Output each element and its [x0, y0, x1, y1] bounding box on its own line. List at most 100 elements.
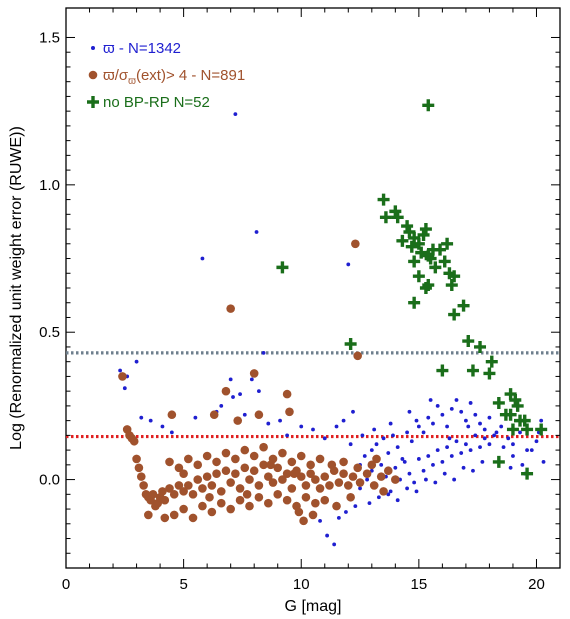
point-all	[468, 401, 473, 405]
point-all	[285, 433, 290, 438]
point-no-bp-rp	[419, 223, 432, 236]
point-no-bp-rp	[436, 364, 449, 377]
point-all	[351, 409, 355, 414]
point-all	[473, 433, 478, 438]
point-all	[322, 436, 327, 441]
point-all	[464, 442, 468, 447]
point-significant	[315, 454, 325, 464]
point-significant	[216, 487, 226, 496]
legend-item-no-bp-rp: no BP-RP N=52	[87, 94, 210, 111]
point-all	[362, 454, 367, 458]
point-significant	[259, 460, 268, 470]
legend-marker-blue-dot	[91, 46, 95, 50]
point-all	[381, 436, 386, 441]
legend-significant-symbol: ϖ/σ	[103, 67, 129, 84]
x-axis-label: G [mag]	[285, 598, 342, 615]
point-significant	[221, 466, 231, 476]
point-significant	[287, 484, 297, 493]
point-no-bp-rp	[511, 399, 524, 412]
point-all	[334, 424, 339, 429]
point-no-bp-rp	[492, 455, 505, 468]
point-all	[395, 498, 400, 503]
point-all	[372, 427, 377, 432]
point-significant	[311, 475, 320, 484]
point-significant	[226, 504, 235, 514]
point-all	[482, 427, 487, 432]
y-tick-label: 0.0	[39, 472, 60, 489]
point-all	[539, 418, 544, 423]
point-significant	[254, 481, 264, 490]
point-all	[193, 415, 198, 420]
point-all	[435, 448, 440, 453]
point-significant	[254, 492, 264, 502]
point-no-bp-rp	[276, 261, 289, 274]
point-no-bp-rp	[344, 338, 357, 350]
point-all	[365, 477, 370, 482]
x-tick-label: 20	[528, 576, 545, 593]
point-significant	[158, 487, 167, 496]
point-all	[412, 480, 417, 485]
legend-significant-text: (ext)> 4 - N=891	[136, 67, 245, 84]
point-significant	[193, 460, 203, 470]
point-significant	[367, 460, 377, 470]
point-all	[471, 468, 475, 473]
point-all	[367, 501, 372, 506]
point-significant	[132, 454, 141, 464]
point-significant	[235, 484, 245, 493]
point-no-bp-rp	[405, 240, 418, 253]
legend-marker-green-plus	[87, 96, 99, 108]
point-no-bp-rp	[396, 234, 409, 247]
point-all	[391, 433, 395, 438]
point-all	[487, 442, 492, 447]
point-significant	[139, 481, 148, 490]
point-all	[511, 442, 515, 447]
point-all	[466, 424, 471, 429]
point-no-bp-rp	[504, 408, 517, 421]
point-significant	[226, 304, 235, 313]
point-significant	[282, 495, 292, 505]
point-all	[492, 433, 497, 438]
point-all	[249, 377, 254, 382]
point-all	[407, 409, 412, 414]
point-all	[426, 454, 431, 458]
point-no-bp-rp	[422, 99, 435, 112]
point-no-bp-rp	[485, 355, 498, 368]
point-significant	[160, 513, 170, 523]
point-no-bp-rp	[424, 252, 437, 265]
point-all	[449, 406, 454, 411]
legend-label-no-bp-rp: no BP-RP N=52	[103, 94, 210, 111]
point-no-bp-rp	[535, 423, 548, 436]
point-significant	[202, 451, 212, 461]
point-no-bp-rp	[483, 367, 496, 380]
point-no-bp-rp	[438, 255, 451, 268]
point-all	[482, 436, 487, 441]
point-all	[480, 459, 485, 464]
point-significant	[391, 475, 400, 484]
point-significant	[296, 472, 306, 481]
point-all	[344, 510, 348, 514]
legend-all-text: - N=1342	[115, 40, 181, 57]
point-significant	[353, 463, 362, 473]
point-significant	[207, 507, 217, 517]
point-all	[428, 398, 433, 402]
point-significant	[245, 501, 254, 511]
point-significant	[351, 239, 360, 249]
point-significant	[289, 469, 299, 478]
point-all	[376, 495, 381, 500]
point-no-bp-rp	[514, 414, 527, 427]
point-all	[520, 462, 525, 467]
point-all	[346, 262, 351, 267]
point-all	[478, 421, 482, 426]
point-no-bp-rp	[441, 237, 454, 250]
point-all	[529, 448, 534, 453]
point-no-bp-rp	[434, 243, 447, 256]
point-significant	[216, 498, 226, 508]
point-all	[233, 112, 238, 117]
point-all	[299, 424, 304, 429]
point-significant	[325, 481, 334, 490]
point-significant	[179, 469, 188, 478]
point-significant	[184, 454, 193, 464]
point-significant	[254, 410, 264, 420]
point-all	[459, 409, 464, 414]
x-tick-label: 0	[62, 576, 70, 593]
